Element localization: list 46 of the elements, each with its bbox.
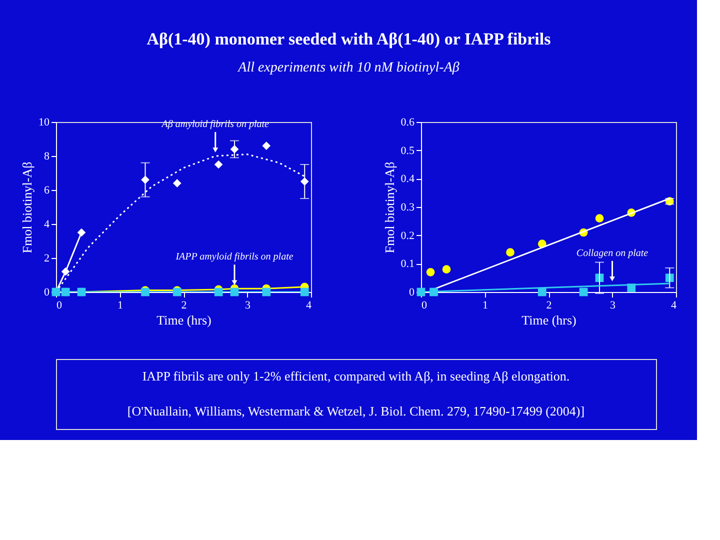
text: IAPP fibrils are only 1-2% efficient, compared with Aβ, in seeding Aβ elongation. <box>142 368 570 384</box>
y-tick-label: 8 <box>44 150 50 162</box>
point <box>538 288 546 296</box>
x-axis-title: Time (hrs) <box>156 312 212 328</box>
y-tick-label: 2 <box>44 252 50 264</box>
y-tick-label: 0.4 <box>400 173 415 186</box>
point <box>579 288 588 296</box>
text: Aβ(1-40) monomer seeded with Aβ(1-40) or IAPP fibrils <box>146 30 552 48</box>
x-tick-label: 0 <box>56 300 62 312</box>
annotation: IAPP amyloid fibrils on plate <box>174 252 294 263</box>
point <box>214 288 223 296</box>
point <box>300 288 309 296</box>
annotation: Collagen on plate <box>576 248 649 259</box>
y-tick-label: 0.6 <box>400 116 415 128</box>
x-tick-label: 3 <box>610 300 616 312</box>
y-tick-label: 4 <box>44 218 50 230</box>
point <box>230 288 239 296</box>
point <box>214 160 223 169</box>
x-tick-label: 2 <box>181 300 187 312</box>
y-tick-label: 0.3 <box>400 202 415 214</box>
x-tick-label: 2 <box>546 300 552 312</box>
x-tick-label: 3 <box>245 300 251 312</box>
point <box>506 248 514 257</box>
y-tick-label: 0 <box>44 286 50 298</box>
point <box>262 288 271 296</box>
x-tick-label: 1 <box>482 300 488 312</box>
x-tick-label: 1 <box>118 300 123 312</box>
y-tick-label: 10 <box>38 116 50 128</box>
y-tick-label: 6 <box>44 184 50 196</box>
y-axis-title: Fmol biotinyl-Aβ <box>382 161 397 254</box>
y-tick-label: 0 <box>409 286 415 298</box>
x-axis-title: Time (hrs) <box>522 312 576 328</box>
y-axis-title: Fmol biotinyl-Aβ <box>20 161 34 254</box>
point <box>172 179 182 188</box>
point <box>595 214 604 223</box>
point <box>262 142 271 150</box>
x-tick-label: 4 <box>306 300 312 312</box>
point <box>426 268 435 276</box>
text: [O'Nuallain, Williams, Westermark & Wetzel, J. Biol. Chem. 279, 17490-17499 (2004)] <box>127 404 585 418</box>
y-tick-label: 0.5 <box>400 144 415 157</box>
text: All experiments with 10 nM biotinyl-Aβ <box>237 60 460 76</box>
y-tick-label: 0.1 <box>400 258 414 270</box>
point <box>442 265 451 274</box>
y-tick-label: 0.2 <box>400 230 414 242</box>
x-tick-label: 0 <box>422 300 428 312</box>
x-tick-label: 4 <box>671 300 677 312</box>
